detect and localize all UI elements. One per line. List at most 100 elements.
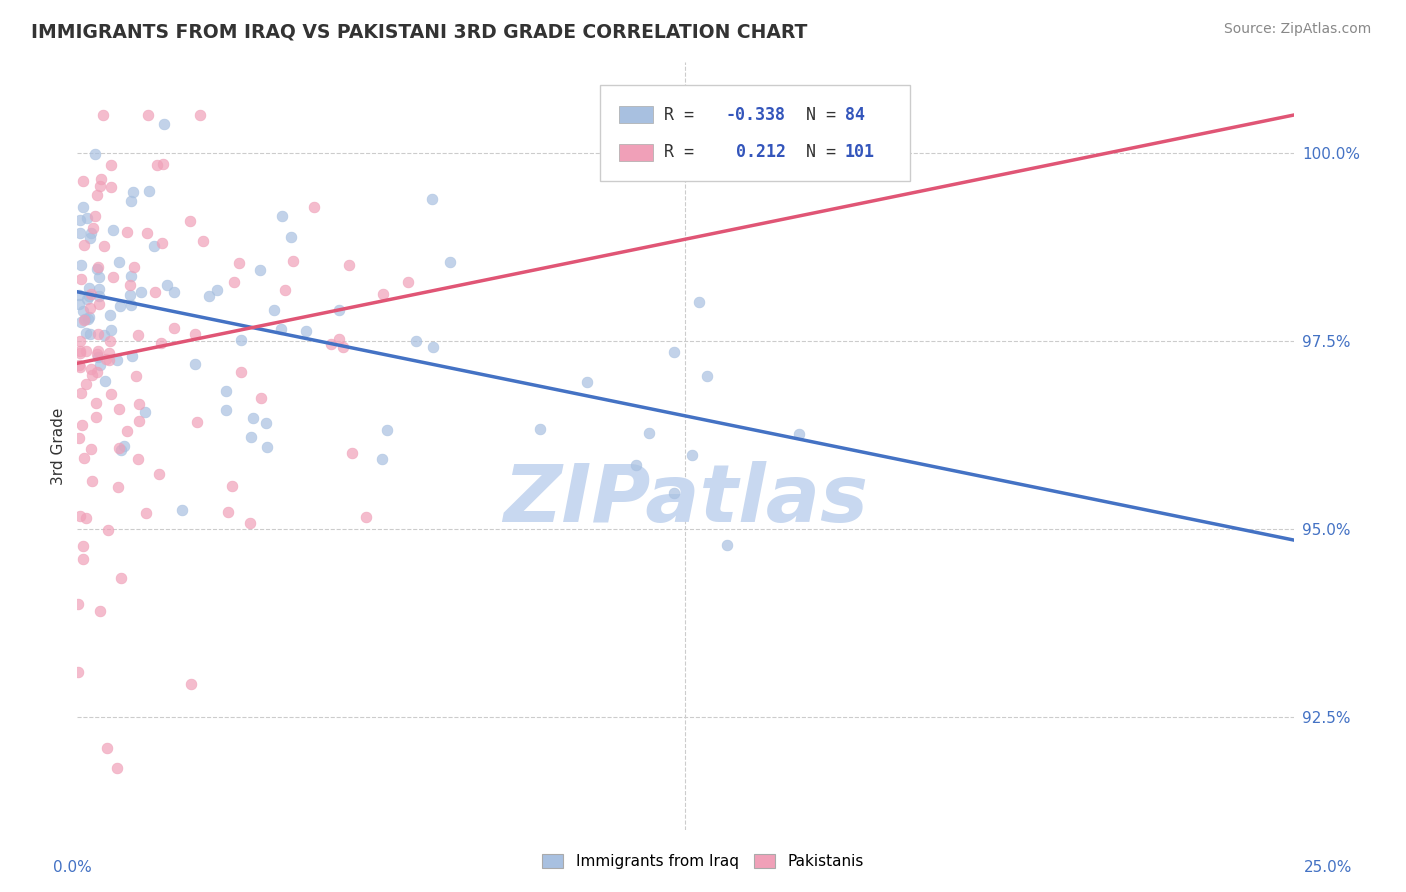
Point — [83, 146, 105, 161]
Point — [239, 516, 262, 531]
Point — [529, 422, 551, 436]
Point — [120, 298, 142, 312]
Point — [179, 214, 201, 228]
Point — [77, 289, 100, 303]
Point — [125, 369, 148, 384]
Point — [283, 253, 305, 268]
Point — [69, 226, 91, 240]
Point — [263, 302, 285, 317]
Text: 25.0%: 25.0% — [1305, 861, 1353, 875]
Point — [73, 313, 96, 327]
Text: R =: R = — [664, 144, 703, 161]
Point — [75, 326, 97, 340]
Point — [128, 414, 150, 428]
Point — [184, 357, 207, 371]
Point — [72, 303, 94, 318]
Point — [70, 418, 93, 433]
Point — [91, 108, 114, 122]
Point — [302, 200, 325, 214]
Point — [87, 260, 110, 274]
Text: 101: 101 — [845, 144, 875, 161]
Point — [80, 226, 103, 240]
Point — [66, 665, 89, 679]
Point — [152, 157, 174, 171]
Point — [73, 237, 96, 252]
Point — [110, 571, 132, 585]
Point — [122, 260, 145, 274]
Point — [340, 446, 363, 460]
Point — [86, 409, 108, 424]
Point — [110, 443, 132, 458]
Point — [86, 347, 108, 361]
Point — [396, 275, 419, 289]
Point — [136, 108, 159, 122]
Point — [86, 187, 108, 202]
Point — [73, 312, 96, 326]
Point — [148, 467, 170, 482]
Point — [77, 310, 100, 324]
Point — [72, 552, 94, 566]
Point — [373, 287, 395, 301]
Point — [354, 510, 377, 524]
Point — [69, 359, 91, 374]
Point — [294, 324, 316, 338]
Point — [98, 308, 121, 322]
Point — [101, 270, 124, 285]
Point — [143, 285, 166, 299]
Point — [198, 289, 221, 303]
Point — [84, 396, 107, 410]
Point — [97, 352, 120, 367]
Point — [153, 117, 176, 131]
Point — [328, 332, 350, 346]
Point — [152, 235, 174, 250]
Point — [72, 174, 94, 188]
Point — [121, 349, 143, 363]
Point — [332, 340, 354, 354]
Point — [87, 289, 110, 303]
Point — [637, 425, 659, 440]
Point — [86, 350, 108, 364]
Text: IMMIGRANTS FROM IRAQ VS PAKISTANI 3RD GRADE CORRELATION CHART: IMMIGRANTS FROM IRAQ VS PAKISTANI 3RD GR… — [31, 22, 807, 41]
Point — [239, 430, 262, 444]
Point — [100, 323, 122, 337]
Point — [67, 431, 90, 445]
Point — [662, 345, 685, 359]
Point — [134, 405, 156, 419]
Point — [82, 474, 104, 488]
Point — [129, 285, 152, 299]
Point — [270, 322, 292, 336]
Text: 0.212: 0.212 — [725, 144, 786, 161]
Point — [93, 239, 115, 253]
Point — [375, 423, 398, 437]
Point — [89, 358, 111, 372]
Point — [115, 424, 138, 438]
Point — [80, 362, 103, 376]
Point — [120, 268, 142, 283]
Point — [93, 328, 115, 343]
Point — [67, 287, 90, 301]
Point — [662, 486, 685, 500]
Point — [89, 178, 111, 193]
Point — [87, 282, 110, 296]
Point — [108, 299, 131, 313]
Point — [72, 539, 94, 553]
Point — [69, 344, 91, 359]
Point — [69, 385, 91, 400]
Point — [190, 108, 212, 122]
Text: 84: 84 — [845, 105, 865, 124]
Point — [170, 503, 193, 517]
Point — [90, 171, 112, 186]
Point — [76, 292, 98, 306]
Point — [101, 223, 124, 237]
Point — [138, 184, 160, 198]
Point — [135, 227, 157, 241]
Point — [150, 336, 173, 351]
Point — [76, 211, 98, 226]
Point — [439, 255, 461, 269]
Point — [100, 386, 122, 401]
Point — [716, 538, 738, 552]
Point — [69, 345, 91, 359]
Point — [79, 327, 101, 342]
Point — [89, 296, 111, 310]
Point — [420, 193, 443, 207]
